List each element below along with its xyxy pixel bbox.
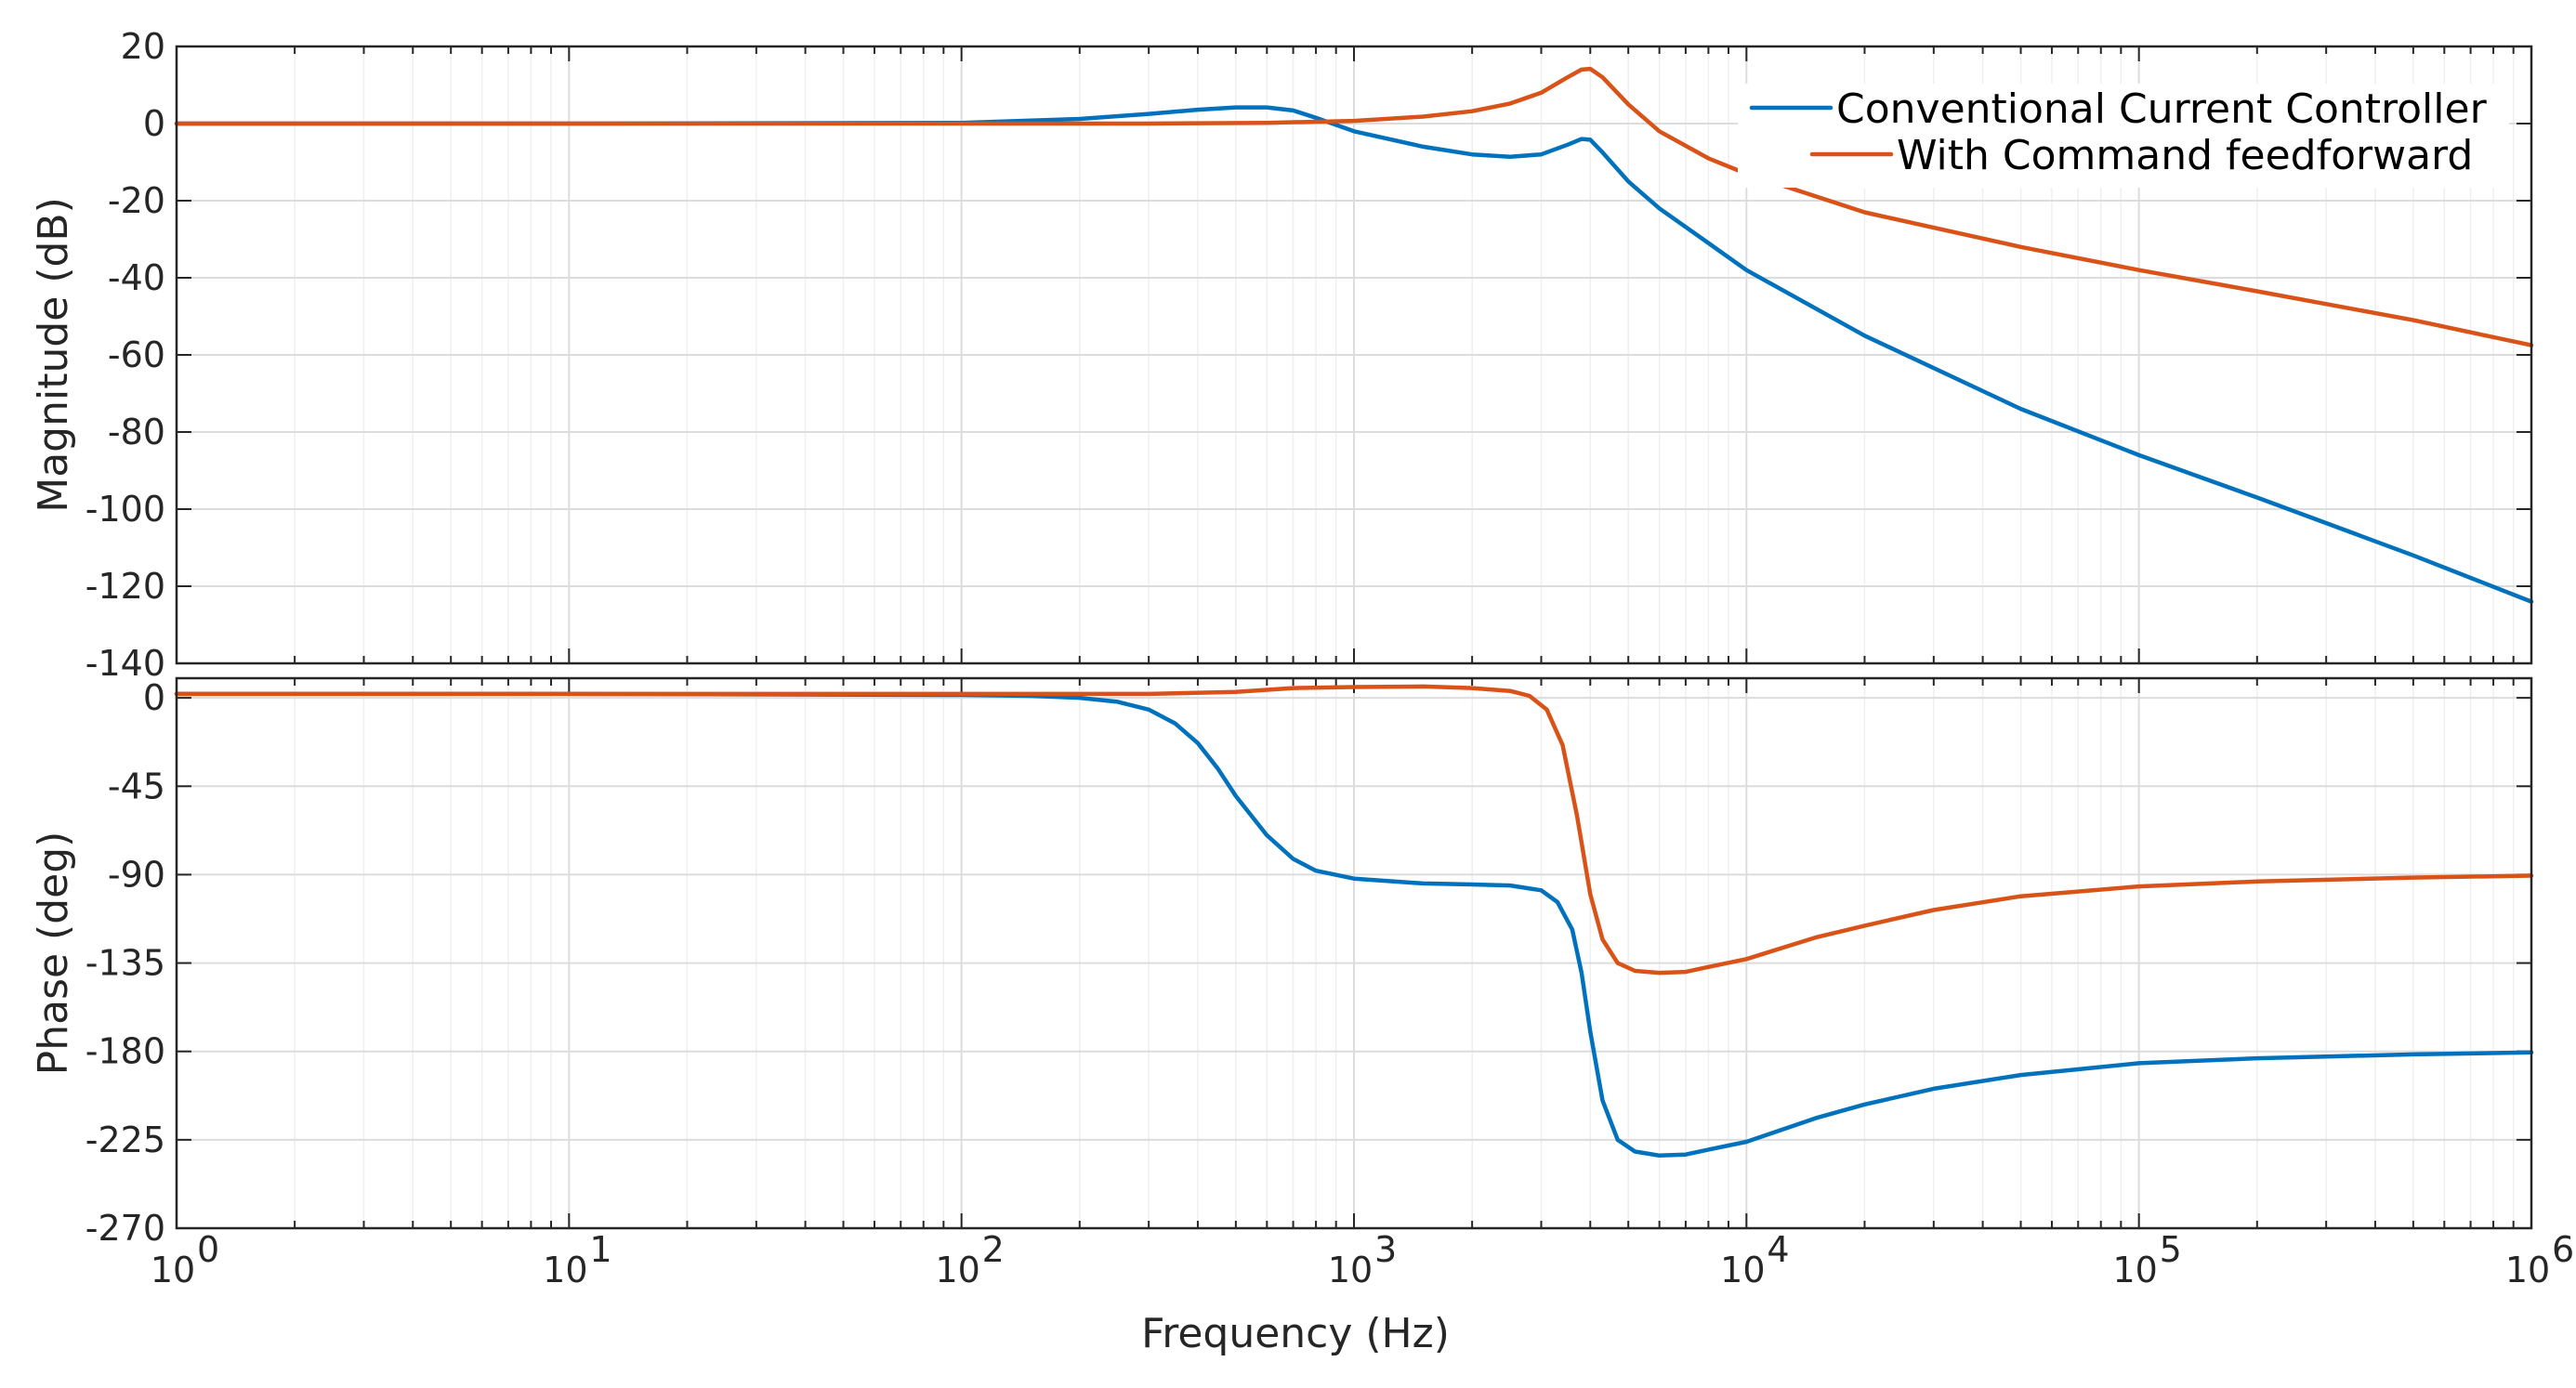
magnitude-y-tick-label: -40	[108, 257, 165, 298]
x-axis-label: Frequency (Hz)	[1141, 1310, 1450, 1357]
magnitude-y-tick-label: -60	[108, 334, 165, 375]
magnitude-series-conventional-current-controller	[174, 105, 2534, 604]
phase-series-conventional-current-controller	[174, 691, 2534, 1159]
x-tick-exponent: 1	[589, 1229, 611, 1270]
phase-axes-box	[175, 676, 2533, 1230]
x-tick-exponent: 5	[2160, 1229, 2182, 1270]
x-tick-label: 10	[2505, 1250, 2550, 1290]
x-tick-exponent: 6	[2552, 1229, 2574, 1270]
magnitude-axes-box	[175, 45, 2533, 665]
magnitude-y-tick-label: 0	[143, 103, 165, 144]
legend-background	[1738, 84, 2509, 188]
magnitude-y-tick-label: -120	[85, 566, 165, 607]
x-tick-exponent: 2	[982, 1229, 1005, 1270]
phase-y-tick-label: -135	[85, 943, 165, 984]
legend: Conventional Current Controller With Com…	[1738, 84, 2509, 188]
magnitude-y-tick-label: -100	[85, 489, 165, 530]
x-tick-label: 10	[1328, 1250, 1373, 1290]
x-tick-label: 10	[2112, 1250, 2157, 1290]
phase-y-tick-label: -45	[108, 766, 165, 806]
phase-panel: 0 -45 -90 -135 -180 -225 -270 Phase (deg)	[30, 676, 2534, 1249]
phase-y-tick-label: -180	[85, 1031, 165, 1072]
phase-y-axis-label: Phase (deg)	[30, 831, 77, 1076]
phase-y-tick-label: -225	[85, 1120, 165, 1160]
legend-label-conventional: Conventional Current Controller	[1836, 85, 2488, 133]
magnitude-y-tick-label: -20	[108, 180, 165, 221]
phase-series-with-command-feedforward	[174, 684, 2534, 976]
phase-y-tick-label: -270	[85, 1208, 165, 1249]
legend-label-feedforward: With Command feedforward	[1897, 132, 2473, 179]
x-tick-label: 10	[151, 1250, 195, 1290]
x-tick-label: 10	[935, 1250, 979, 1290]
x-tick-exponent: 3	[1374, 1229, 1397, 1270]
frequency-axis: 10 0 10 1 10 2 10 3 10 4 10 5 10 6	[151, 1229, 2574, 1290]
magnitude-y-tick-label: -140	[85, 643, 165, 684]
phase-y-tick-label: 0	[143, 677, 165, 718]
magnitude-series-with-command-feedforward	[174, 66, 2534, 347]
magnitude-y-tick-label: -80	[108, 412, 165, 452]
magnitude-y-tick-label: 20	[121, 26, 165, 67]
phase-y-tick-label: -90	[108, 854, 165, 895]
x-tick-exponent: 0	[197, 1229, 219, 1270]
x-tick-label: 10	[1720, 1250, 1765, 1290]
x-tick-exponent: 4	[1767, 1229, 1789, 1270]
x-tick-label: 10	[543, 1250, 587, 1290]
magnitude-y-axis-label: Magnitude (dB)	[30, 197, 77, 513]
